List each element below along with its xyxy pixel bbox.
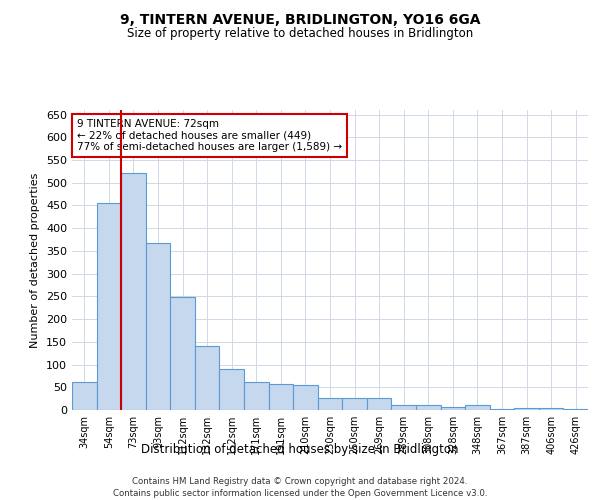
Bar — [293, 386, 318, 410]
Text: Size of property relative to detached houses in Bridlington: Size of property relative to detached ho… — [127, 28, 473, 40]
Bar — [367, 398, 391, 410]
Bar — [97, 203, 121, 410]
Y-axis label: Number of detached properties: Number of detached properties — [31, 172, 40, 348]
Bar — [318, 398, 342, 410]
Bar — [539, 408, 563, 410]
Bar — [342, 398, 367, 410]
Bar — [146, 243, 170, 410]
Bar — [391, 405, 416, 410]
Text: 9, TINTERN AVENUE, BRIDLINGTON, YO16 6GA: 9, TINTERN AVENUE, BRIDLINGTON, YO16 6GA — [120, 12, 480, 26]
Bar — [465, 406, 490, 410]
Text: Contains HM Land Registry data © Crown copyright and database right 2024.: Contains HM Land Registry data © Crown c… — [132, 478, 468, 486]
Bar — [416, 404, 440, 410]
Text: 9 TINTERN AVENUE: 72sqm
← 22% of detached houses are smaller (449)
77% of semi-d: 9 TINTERN AVENUE: 72sqm ← 22% of detache… — [77, 119, 342, 152]
Bar — [440, 407, 465, 410]
Bar — [220, 368, 244, 410]
Bar — [490, 408, 514, 410]
Text: Contains public sector information licensed under the Open Government Licence v3: Contains public sector information licen… — [113, 489, 487, 498]
Bar — [244, 382, 269, 410]
Bar — [563, 408, 588, 410]
Bar — [72, 382, 97, 410]
Bar — [514, 408, 539, 410]
Bar — [269, 384, 293, 410]
Bar — [170, 298, 195, 410]
Text: Distribution of detached houses by size in Bridlington: Distribution of detached houses by size … — [141, 442, 459, 456]
Bar — [195, 346, 220, 410]
Bar — [121, 172, 146, 410]
